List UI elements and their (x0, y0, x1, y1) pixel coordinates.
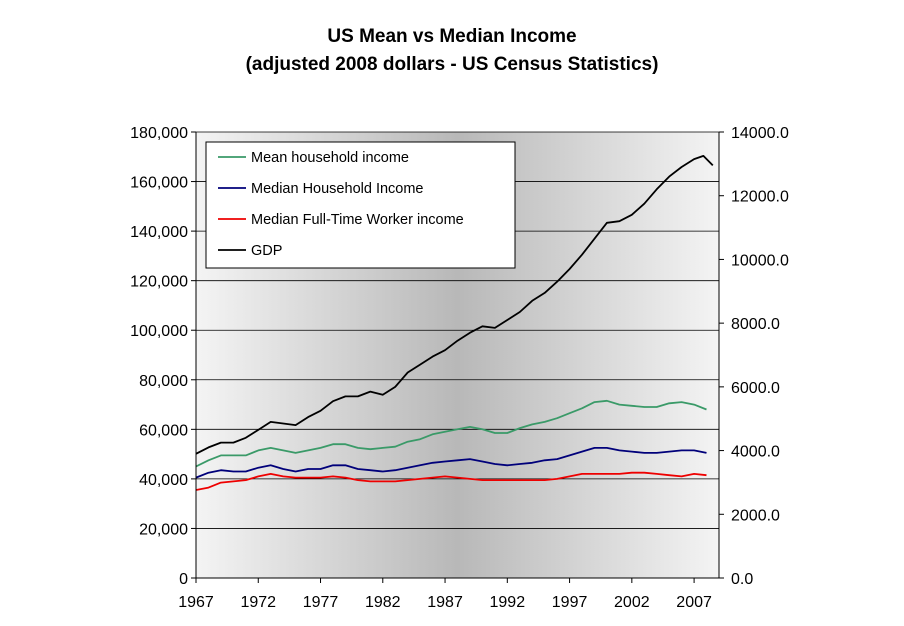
y-tick-label-9: 180,000 (130, 125, 188, 142)
y2-tick-label-1: 2000.0 (731, 507, 780, 524)
x-tick-label-2: 1977 (303, 594, 339, 611)
y-tick-label-7: 140,000 (130, 224, 188, 241)
chart-subtitle: (adjusted 2008 dollars - US Census Stati… (245, 54, 659, 75)
y2-tick-label-6: 12000.0 (731, 189, 789, 206)
y-tick-label-3: 60,000 (139, 422, 188, 439)
y2-tick-label-2: 4000.0 (731, 444, 780, 461)
series-line-median-full-time-worker-income (196, 471, 707, 491)
chart-title: US Mean vs Median Income (327, 26, 577, 47)
x-tick-label-0: 1967 (178, 594, 214, 611)
y-tick-label-4: 80,000 (139, 373, 188, 390)
y-tick-label-8: 160,000 (130, 175, 188, 192)
legend-label-1: Median Household Income (251, 181, 424, 197)
axes: 0 20,000 40,000 60,000 80,000 100,000 120,000 1… (130, 125, 789, 611)
y-tick-label-2: 40,000 (139, 472, 188, 489)
legend-box (205, 141, 516, 269)
series-line-median-household-income (196, 446, 707, 479)
legend: Mean household income Median Household In… (205, 141, 516, 269)
x-tick-label-6: 1997 (552, 594, 588, 611)
y-tick-label-1: 20,000 (139, 521, 188, 538)
legend-label-0: Mean household income (251, 150, 409, 166)
legend-label-2: Median Full-Time Worker income (251, 212, 464, 228)
y2-tick-label-0: 0.0 (731, 571, 753, 588)
y2-tick-label-7: 14000.0 (731, 125, 789, 142)
x-tick-label-8: 2007 (676, 594, 712, 611)
x-tick-label-7: 2002 (614, 594, 650, 611)
legend-label-3: GDP (251, 243, 282, 259)
x-tick-label-1: 1972 (240, 594, 276, 611)
y-tick-label-0: 0 (179, 571, 188, 588)
series-line-mean-household-income (196, 399, 707, 468)
y-tick-label-5: 100,000 (130, 323, 188, 340)
x-tick-label-5: 1992 (490, 594, 526, 611)
y2-tick-label-4: 8000.0 (731, 316, 780, 333)
y-tick-label-6: 120,000 (130, 274, 188, 291)
series-line-gdp (196, 154, 714, 455)
x-tick-label-4: 1987 (427, 594, 463, 611)
x-tick-label-3: 1982 (365, 594, 401, 611)
series-layer (196, 154, 714, 491)
y2-tick-label-3: 6000.0 (731, 380, 780, 397)
y2-tick-label-5: 10000.0 (731, 252, 789, 269)
